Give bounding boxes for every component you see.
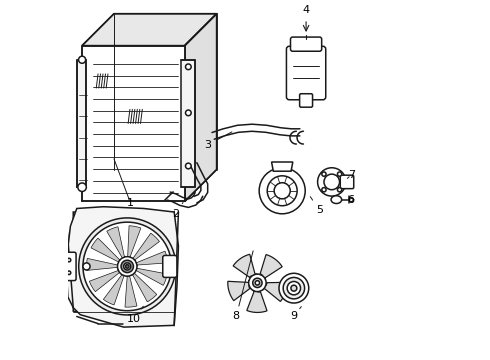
Circle shape xyxy=(79,218,176,315)
Circle shape xyxy=(324,174,340,190)
Circle shape xyxy=(255,281,260,285)
Polygon shape xyxy=(233,254,257,278)
Circle shape xyxy=(338,188,342,192)
Circle shape xyxy=(279,273,309,303)
Circle shape xyxy=(118,257,137,276)
Text: 5: 5 xyxy=(310,197,323,215)
Polygon shape xyxy=(73,212,174,325)
Circle shape xyxy=(259,168,305,214)
Circle shape xyxy=(338,172,342,176)
Polygon shape xyxy=(103,274,124,305)
Polygon shape xyxy=(128,226,141,257)
Polygon shape xyxy=(263,282,287,301)
Circle shape xyxy=(121,260,133,273)
Polygon shape xyxy=(247,290,267,312)
Text: 8: 8 xyxy=(233,251,253,321)
Circle shape xyxy=(287,282,300,295)
Circle shape xyxy=(186,64,191,69)
FancyBboxPatch shape xyxy=(287,46,326,100)
Ellipse shape xyxy=(331,196,342,203)
Text: 9: 9 xyxy=(290,307,301,321)
Polygon shape xyxy=(107,227,126,258)
Circle shape xyxy=(274,183,290,199)
Text: 7: 7 xyxy=(347,170,355,180)
Polygon shape xyxy=(133,233,159,261)
FancyBboxPatch shape xyxy=(163,256,177,278)
Text: 6: 6 xyxy=(348,195,355,204)
FancyBboxPatch shape xyxy=(291,37,321,51)
Circle shape xyxy=(186,110,191,116)
Circle shape xyxy=(349,198,353,202)
Circle shape xyxy=(83,222,172,311)
Polygon shape xyxy=(91,238,121,262)
Polygon shape xyxy=(82,14,217,46)
Text: 3: 3 xyxy=(204,132,232,150)
Circle shape xyxy=(125,265,129,268)
Text: 4: 4 xyxy=(302,5,310,15)
Polygon shape xyxy=(228,280,250,301)
Polygon shape xyxy=(114,14,217,170)
Polygon shape xyxy=(131,273,157,302)
Polygon shape xyxy=(89,269,120,292)
Circle shape xyxy=(78,183,86,192)
Text: 1: 1 xyxy=(126,198,133,208)
Polygon shape xyxy=(185,14,217,201)
Circle shape xyxy=(67,258,71,262)
FancyBboxPatch shape xyxy=(299,94,313,107)
Polygon shape xyxy=(260,255,282,280)
Polygon shape xyxy=(271,162,293,171)
Circle shape xyxy=(78,56,86,63)
Circle shape xyxy=(123,263,131,270)
Polygon shape xyxy=(289,49,323,97)
Polygon shape xyxy=(136,251,168,266)
Circle shape xyxy=(267,176,297,206)
Circle shape xyxy=(83,263,90,270)
Circle shape xyxy=(67,271,71,275)
Polygon shape xyxy=(87,258,118,270)
Polygon shape xyxy=(67,207,178,327)
FancyBboxPatch shape xyxy=(340,175,354,189)
Polygon shape xyxy=(77,60,86,187)
Circle shape xyxy=(248,274,266,292)
Polygon shape xyxy=(135,268,167,285)
Polygon shape xyxy=(82,46,185,201)
Text: 10: 10 xyxy=(126,306,143,324)
Polygon shape xyxy=(125,276,137,307)
Circle shape xyxy=(291,285,297,291)
Polygon shape xyxy=(181,60,196,187)
Circle shape xyxy=(283,278,305,299)
Circle shape xyxy=(322,188,326,192)
Polygon shape xyxy=(293,39,319,49)
Circle shape xyxy=(253,278,262,288)
Circle shape xyxy=(318,168,346,196)
Circle shape xyxy=(186,163,191,169)
Text: 2: 2 xyxy=(172,202,183,219)
Circle shape xyxy=(322,172,326,176)
FancyBboxPatch shape xyxy=(63,252,76,280)
